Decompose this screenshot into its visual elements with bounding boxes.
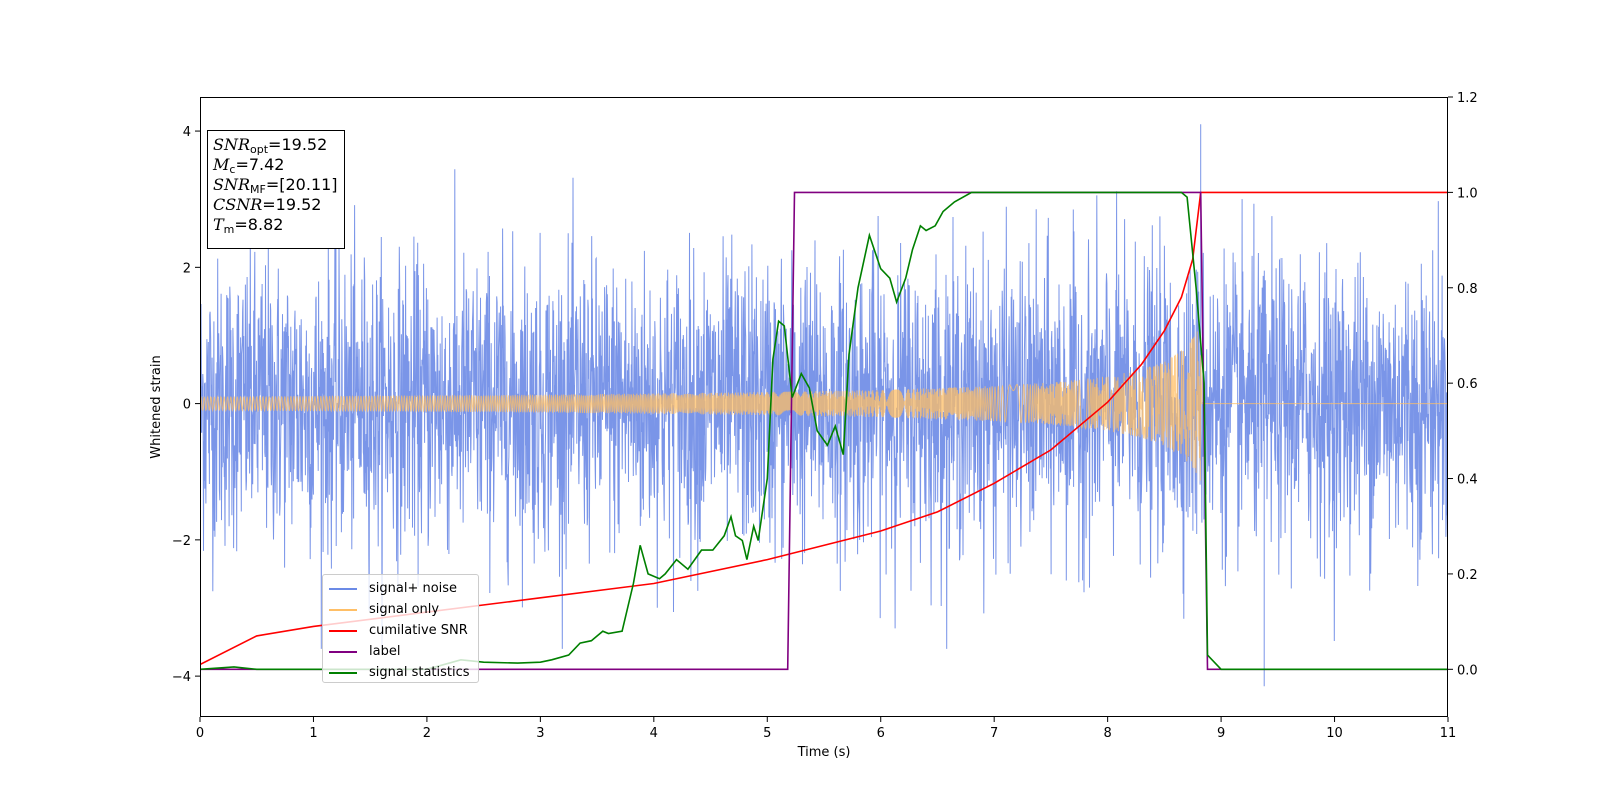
legend-label-cumulative-snr: cumilative SNR (369, 623, 468, 638)
y2-tick-label: 1.0 (1457, 186, 1478, 201)
legend: signal+ noise signal only cumilative SNR… (322, 574, 479, 683)
x-tick-label: 10 (1326, 726, 1343, 741)
y2-tick-label: 0.4 (1457, 473, 1478, 488)
tm-subscript: m (223, 223, 235, 236)
csnr-value: =19.52 (262, 195, 322, 214)
legend-item-label: label (329, 641, 478, 662)
mc-value: =7.42 (235, 155, 285, 174)
legend-label-label: label (369, 644, 401, 659)
snr-mf-line: SNRMF=[20.11] (213, 175, 344, 195)
mc-line: Mc=7.42 (213, 155, 344, 175)
y2-tick-label: 1.2 (1457, 91, 1478, 106)
snr-opt-subscript: opt (250, 143, 269, 156)
series-signal-only (200, 331, 1448, 481)
legend-swatch-signal-noise (329, 587, 357, 590)
tm-symbol: T (213, 215, 224, 234)
legend-item-signal-statistics: signal statistics (329, 662, 478, 683)
y2-tick-label: 0.2 (1457, 568, 1478, 583)
legend-swatch-signal-statistics (329, 671, 357, 674)
tm-value: =8.82 (234, 215, 284, 234)
x-tick-label: 0 (196, 726, 204, 741)
x-tick-label: 6 (877, 726, 885, 741)
x-tick-label: 1 (309, 726, 317, 741)
legend-item-signal-noise: signal+ noise (329, 578, 478, 599)
y-tick-label: −2 (172, 534, 191, 549)
csnr-line: CSNR=19.52 (213, 195, 344, 215)
y2-tick-label: 0.8 (1457, 282, 1478, 297)
legend-swatch-signal-only (329, 608, 357, 611)
legend-swatch-label (329, 650, 357, 653)
x-tick-label: 2 (423, 726, 431, 741)
snr-opt-value: =19.52 (268, 135, 328, 154)
legend-label-signal-noise: signal+ noise (369, 581, 458, 596)
mc-subscript: c (229, 163, 236, 176)
mc-symbol: M (213, 155, 230, 174)
legend-item-cumulative-snr: cumilative SNR (329, 620, 478, 641)
x-tick-label: 9 (1217, 726, 1225, 741)
snr-mf-subscript: MF (250, 183, 266, 196)
snr-opt-symbol: SNR (213, 135, 251, 154)
csnr-symbol: CSNR (213, 195, 263, 214)
x-tick-label: 4 (650, 726, 658, 741)
x-tick-label: 11 (1440, 726, 1457, 741)
y-axis-left: −4 −2 0 2 4 (172, 125, 200, 685)
x-axis: 0 1 2 3 4 5 6 7 8 9 10 11 (196, 717, 1456, 741)
y-tick-label: −4 (172, 670, 191, 685)
tm-line: Tm=8.82 (213, 215, 344, 235)
series-signal-statistics (200, 191, 1448, 671)
snr-opt-line: SNRopt=19.52 (213, 135, 344, 155)
snr-mf-symbol: SNR (213, 175, 251, 194)
legend-swatch-cumulative-snr (329, 629, 357, 632)
x-tick-label: 3 (536, 726, 544, 741)
plot-frame (200, 97, 1448, 717)
stats-box: SNRopt=19.52 Mc=7.42 SNRMF=[20.11] CSNR=… (207, 130, 345, 249)
legend-label-signal-statistics: signal statistics (369, 665, 470, 680)
legend-label-signal-only: signal only (369, 602, 440, 617)
snr-mf-value: =[20.11] (265, 175, 338, 194)
x-tick-label: 7 (990, 726, 998, 741)
x-axis-label: Time (s) (797, 745, 851, 760)
x-tick-label: 5 (763, 726, 771, 741)
x-tick-label: 8 (1103, 726, 1111, 741)
y-axis-right: 0.0 0.2 0.4 0.6 0.8 1.0 1.2 (1448, 91, 1478, 678)
legend-item-signal-only: signal only (329, 599, 478, 620)
y-tick-label: 2 (183, 261, 191, 276)
y2-tick-label: 0.0 (1457, 663, 1478, 678)
y-axis-label: Whitened strain (149, 355, 164, 458)
y-tick-label: 4 (183, 125, 191, 140)
y2-tick-label: 0.6 (1457, 377, 1478, 392)
y-tick-label: 0 (183, 398, 191, 413)
